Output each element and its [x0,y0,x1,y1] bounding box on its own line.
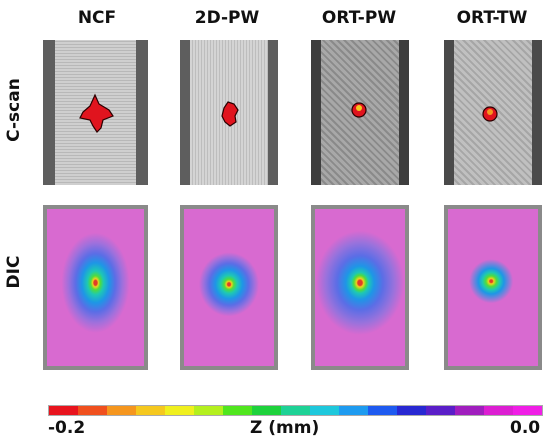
colorbar-swatch [252,406,281,415]
column-title-ort-pw: ORT-PW [321,8,397,28]
cscan-panel-ort-pw [311,40,409,185]
colorbar-swatch [513,406,542,415]
colorbar-swatch [397,406,426,415]
row-title-cscan: C-scan [4,78,24,142]
colorbar-swatch [78,406,107,415]
colorbar-swatch [107,406,136,415]
cscan-panel-ort-tw [444,40,542,185]
colorbar-swatch [368,406,397,415]
colorbar-label: Z (mm) [250,418,320,438]
column-title-ncf: NCF [77,8,117,28]
damage-spot-ort-tw [482,106,498,122]
colorbar-swatch [281,406,310,415]
dic-panel-ort-pw [311,205,409,370]
damage-spot-ort-pw [351,102,367,118]
dic-panel-ort-tw [444,205,542,370]
dic-panel-ncf [43,205,148,370]
colorbar-swatch [165,406,194,415]
colorbar-swatch [136,406,165,415]
colorbar-swatch [426,406,455,415]
row-title-dic: DIC [4,255,24,289]
colorbar-swatch [484,406,513,415]
damage-spot-ncf [79,93,114,133]
colorbar-swatch [310,406,339,415]
damage-spot-2d-pw [221,101,239,127]
colorbar-min-label: -0.2 [48,418,86,438]
colorbar-swatch [49,406,78,415]
cscan-panel-ncf [43,40,148,185]
colorbar-swatch [455,406,484,415]
dic-panel-2d-pw [180,205,278,370]
column-title-2d-pw: 2D-PW [194,8,260,28]
colorbar-swatch [339,406,368,415]
colorbar [48,405,543,416]
colorbar-swatch [194,406,223,415]
column-title-ort-tw: ORT-TW [456,8,528,28]
colorbar-max-label: 0.0 [510,418,541,438]
colorbar-swatch [223,406,252,415]
cscan-panel-2d-pw [180,40,278,185]
